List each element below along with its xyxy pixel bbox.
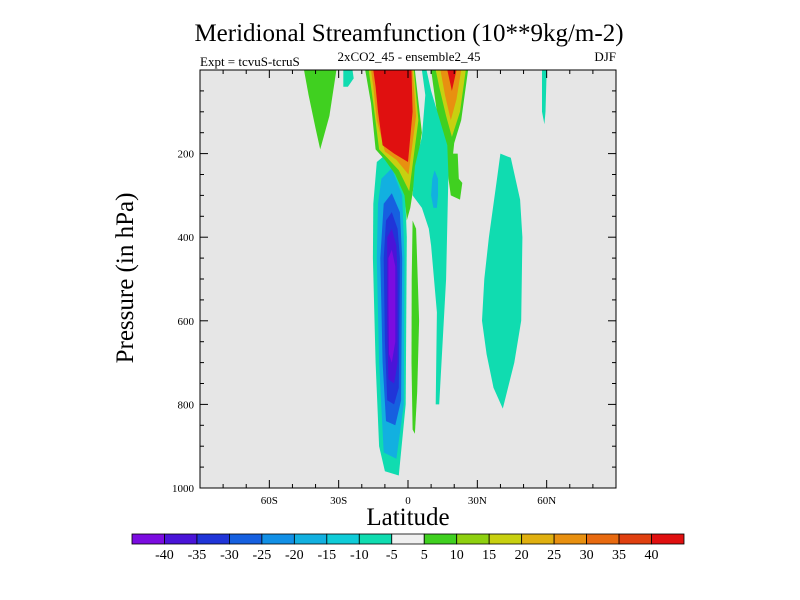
chart-title: Meridional Streamfunction (10**9kg/m-2) — [194, 20, 623, 47]
upper-positive-northern-cell — [440, 70, 462, 121]
x-tick-label: 60N — [537, 495, 556, 507]
colorbar-label: 10 — [450, 548, 464, 563]
colorbar-label: -35 — [188, 548, 207, 563]
narrow-positive-strip — [411, 220, 420, 434]
colorbar-swatch — [391, 533, 425, 545]
colorbar-label: -40 — [155, 548, 174, 563]
contour-regions — [304, 70, 547, 476]
colorbar-swatch — [164, 533, 198, 545]
colorbar-swatch — [521, 533, 555, 545]
x-tick-label: 30N — [468, 495, 487, 507]
colorbar-swatch — [586, 533, 620, 545]
equatorial-negative-column — [431, 170, 438, 208]
colorbar-label: -10 — [350, 548, 369, 563]
colorbar-swatch — [196, 533, 230, 545]
y-tick-label: 1000 — [172, 483, 195, 495]
equatorial-negative-column — [412, 70, 449, 405]
y-tick-label: 800 — [178, 399, 195, 411]
upper-positive-cell — [373, 70, 413, 162]
colorbar-swatch — [326, 533, 360, 545]
colorbar-label: -15 — [317, 548, 336, 563]
colorbar-swatch — [358, 533, 393, 545]
small-negative-patch — [343, 70, 354, 87]
northern-negative-cell — [482, 153, 523, 409]
y-tick-label: 200 — [178, 149, 195, 161]
x-tick-label: 30S — [330, 495, 347, 507]
experiment-label: Expt = tcvuS-tcruS — [200, 54, 300, 69]
colorbar-label: 20 — [515, 548, 529, 563]
chart-subtitle: 2xCO2_45 - ensemble2_45 — [338, 49, 481, 64]
plot-area: 60S 30S 0 30N 60N 200 400 600 800 1000 — [172, 69, 617, 507]
colorbar-label: 15 — [482, 548, 496, 563]
colorbar-swatch — [488, 533, 523, 545]
y-axis-label: Pressure (in hPa) — [112, 193, 139, 364]
colorbar-label: 35 — [612, 548, 626, 563]
y-tick-label: 400 — [178, 232, 195, 244]
thin-negative-sliver — [542, 70, 547, 125]
upper-positive-northern-cell — [447, 70, 457, 91]
colorbar-label: 5 — [421, 548, 428, 563]
x-tick-label: 0 — [405, 495, 411, 507]
colorbar-swatch — [229, 533, 263, 545]
colorbar-label: -5 — [386, 548, 398, 563]
colorbar-swatch — [651, 533, 685, 545]
colorbar-swatch — [293, 533, 328, 545]
colorbar-swatch — [553, 533, 587, 545]
colorbar-swatch — [261, 533, 295, 545]
upper-left-positive-patch — [304, 70, 337, 150]
colorbar-swatch — [618, 533, 652, 545]
colorbar-label: -20 — [285, 548, 304, 563]
southern-deep-negative-cell — [388, 249, 396, 363]
season-label: DJF — [594, 49, 616, 64]
colorbar-label: 40 — [645, 548, 659, 563]
x-tick-label: 60S — [261, 495, 278, 507]
colorbar-label: 25 — [547, 548, 561, 563]
x-axis-label: Latitude — [366, 504, 449, 531]
axis-ticks: 60S 30S 0 30N 60N 200 400 600 800 1000 — [172, 70, 616, 507]
colorbar-swatch — [456, 533, 490, 545]
colorbar-label: -30 — [220, 548, 239, 563]
y-tick-label: 600 — [178, 316, 195, 328]
colorbar-label: 30 — [580, 548, 594, 563]
colorbar: -40 -35 -30 -25 -20 -15 -10 -5 5 10 15 20 25 30 35 40 — [131, 533, 685, 563]
colorbar-label: -25 — [253, 548, 272, 563]
colorbar-swatch — [423, 533, 458, 545]
colorbar-swatch — [131, 533, 165, 545]
